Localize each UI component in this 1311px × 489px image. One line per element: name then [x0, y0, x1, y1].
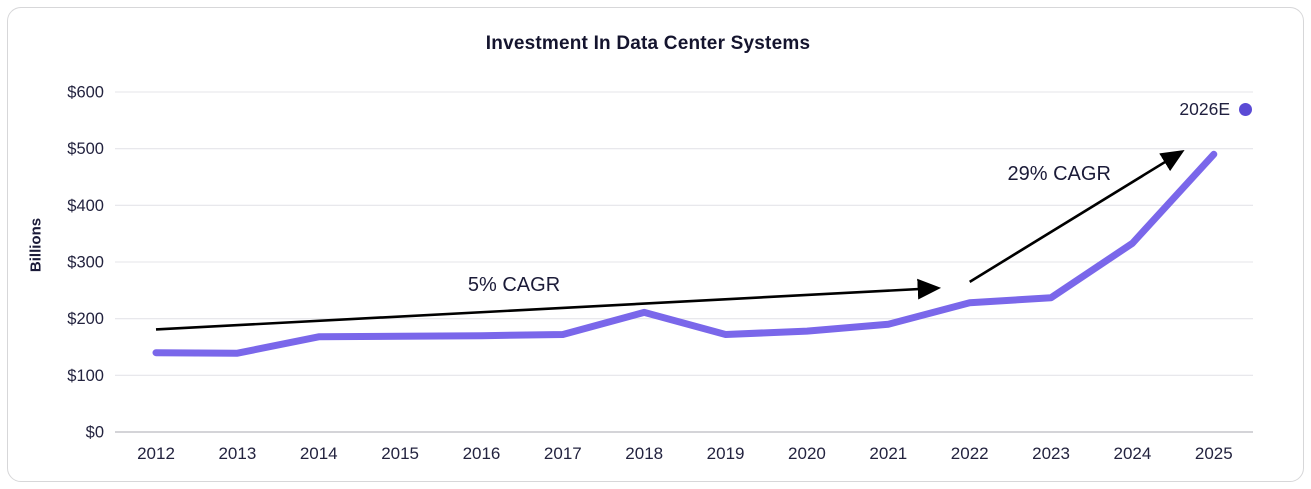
gridlines — [115, 91, 1253, 433]
y-tick-label: $0 — [86, 424, 104, 442]
legend: 2026E — [1179, 99, 1252, 120]
x-tick-label: 2021 — [869, 444, 907, 463]
x-tick-label: 2019 — [707, 444, 745, 463]
legend-label: 2026E — [1179, 99, 1230, 119]
x-tick-labels: 2012 2013 2014 2015 2016 2017 2018 2019 2020 2021… — [137, 444, 1233, 463]
x-tick-label: 2014 — [300, 444, 338, 463]
x-tick-label: 2024 — [1114, 444, 1152, 463]
x-tick-label: 2012 — [137, 444, 175, 463]
cagr-arrow — [155, 278, 942, 331]
x-tick-label: 2023 — [1032, 444, 1070, 463]
investment-line-series — [152, 150, 1218, 357]
data-series — [152, 150, 1218, 357]
x-tick-label: 2020 — [788, 444, 826, 463]
x-tick-label: 2015 — [381, 444, 419, 463]
x-tick-label: 2022 — [951, 444, 989, 463]
chart-card — [7, 7, 1304, 482]
x-tick-label: 2018 — [625, 444, 663, 463]
cagr-label: 5% CAGR — [468, 274, 560, 296]
y-tick-label: $400 — [67, 197, 104, 215]
x-tick-label: 2013 — [218, 444, 256, 463]
y-tick-label: $600 — [67, 84, 104, 102]
x-tick-label: 2016 — [463, 444, 501, 463]
y-tick-label: $100 — [67, 367, 104, 385]
y-tick-label: $200 — [67, 310, 104, 328]
x-tick-label: 2025 — [1195, 444, 1233, 463]
cagr-arrow — [969, 150, 1185, 283]
cagr-label: 29% CAGR — [1008, 163, 1111, 185]
chart-title: Investment In Data Center Systems — [485, 33, 811, 54]
legend-dot-icon — [1239, 103, 1252, 116]
y-tick-labels: $0 $100 $200 $300 $400 $500 $600 — [67, 84, 104, 442]
annotations: 5% CAGR 29% CAGR — [155, 150, 1185, 331]
x-tick-label: 2017 — [544, 444, 582, 463]
y-tick-label: $500 — [67, 140, 104, 158]
y-tick-label: $300 — [67, 254, 104, 272]
